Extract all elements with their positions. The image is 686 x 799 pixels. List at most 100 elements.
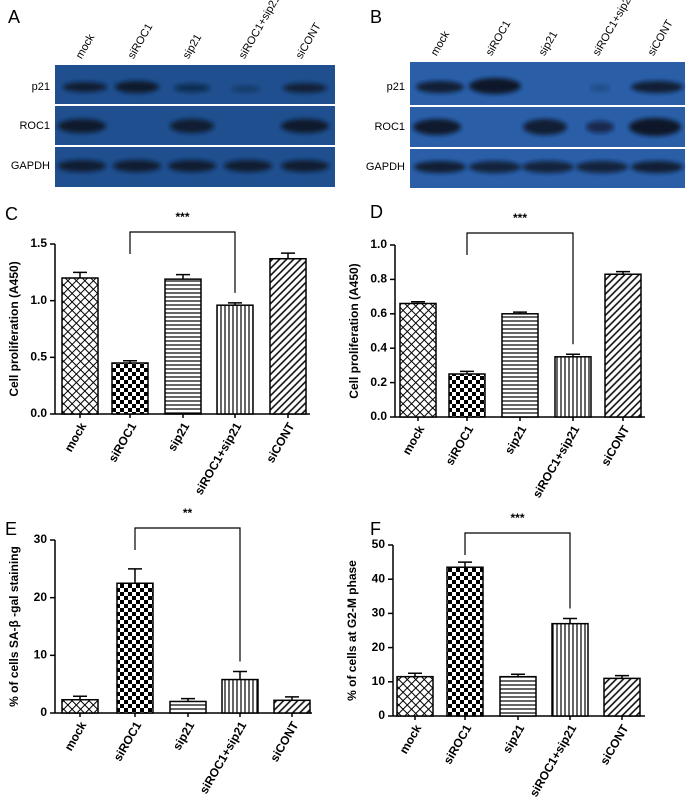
y-tick-label: 30 xyxy=(372,606,386,620)
lane-label: siROC1+sip21 xyxy=(591,0,637,58)
bar xyxy=(111,362,149,415)
significance-label: *** xyxy=(513,211,527,225)
y-tick-label: 0.5 xyxy=(30,350,47,364)
lane-label: siROC1 xyxy=(484,19,514,58)
lane-label: sip21 xyxy=(181,32,205,61)
x-tick-label: sip21 xyxy=(502,423,530,457)
error-bar xyxy=(123,359,137,363)
error-bar xyxy=(233,670,247,680)
significance-bracket xyxy=(464,532,571,609)
panel-letter: D xyxy=(370,202,383,222)
error-bar xyxy=(281,252,295,259)
row-label: GAPDH xyxy=(366,161,405,173)
y-tick-label: 0.0 xyxy=(370,409,387,423)
x-tick-label: siROC1 xyxy=(106,420,140,465)
error-bar xyxy=(460,370,474,374)
bar xyxy=(273,699,311,714)
bar xyxy=(499,675,537,717)
y-axis-label: Cell proliferation (A450) xyxy=(347,263,361,398)
bar xyxy=(501,313,539,418)
x-tick-label: siCONT xyxy=(263,420,297,466)
x-tick-label: siROC1 xyxy=(441,722,475,767)
y-tick-label: 50 xyxy=(372,537,386,551)
x-tick-label: sip21 xyxy=(170,719,198,753)
bar xyxy=(396,675,434,717)
bar xyxy=(221,678,259,714)
bar xyxy=(116,582,154,714)
significance-label: ** xyxy=(183,506,193,520)
y-tick-label: 0.4 xyxy=(370,340,387,354)
x-tick-label: sip21 xyxy=(500,722,528,756)
blot-image xyxy=(410,62,685,188)
row-label: p21 xyxy=(387,81,405,93)
error-bar xyxy=(615,674,629,679)
y-tick-label: 0 xyxy=(378,708,385,722)
error-bar xyxy=(458,561,472,568)
y-tick-label: 1.0 xyxy=(30,293,47,307)
blot-image xyxy=(55,65,335,187)
error-bar xyxy=(563,617,577,624)
y-tick-label: 0.2 xyxy=(370,375,387,389)
bar xyxy=(216,304,254,415)
y-tick-label: 0.8 xyxy=(370,272,387,286)
y-tick-label: 1.5 xyxy=(30,236,47,250)
x-tick-label: mock xyxy=(400,423,428,457)
bar xyxy=(603,677,641,717)
error-bar xyxy=(616,270,630,275)
significance-bracket xyxy=(466,232,574,345)
y-tick-label: 0.0 xyxy=(30,406,47,420)
lane-label: mock xyxy=(74,32,98,61)
y-tick-label: 1.0 xyxy=(370,237,387,251)
x-tick-label: siCONT xyxy=(597,722,631,768)
bar xyxy=(61,698,99,714)
error-bar xyxy=(176,273,190,280)
bar xyxy=(446,566,484,717)
bar xyxy=(604,273,642,418)
x-tick-label: siCONT xyxy=(598,423,632,469)
x-tick-label: siROC1+sip21 xyxy=(197,719,250,796)
y-tick-label: 40 xyxy=(372,571,386,585)
x-tick-label: mock xyxy=(62,719,90,753)
error-bar xyxy=(513,311,527,314)
bar xyxy=(448,373,486,418)
lane-label: sip21 xyxy=(537,29,561,58)
lane-label: siCONT xyxy=(646,18,676,58)
x-tick-label: siROC1+sip21 xyxy=(192,420,245,497)
x-tick-label: siCONT xyxy=(267,719,301,765)
y-tick-label: 10 xyxy=(372,674,386,688)
y-tick-label: 0.6 xyxy=(370,306,387,320)
error-bar xyxy=(566,353,580,357)
bar xyxy=(169,700,207,714)
significance-label: *** xyxy=(175,210,189,224)
panel-letter: F xyxy=(370,519,381,539)
error-bar xyxy=(73,695,87,700)
lane-label: siROC1 xyxy=(126,22,156,61)
y-tick-label: 20 xyxy=(34,590,48,604)
lane-label: mock xyxy=(429,29,453,58)
error-bar xyxy=(181,697,195,702)
y-tick-label: 0 xyxy=(40,705,47,719)
error-bar xyxy=(285,696,299,701)
error-bar xyxy=(128,568,142,584)
error-bar xyxy=(73,271,87,278)
row-label: ROC1 xyxy=(374,121,405,133)
x-tick-label: sip21 xyxy=(165,420,193,454)
significance-bracket xyxy=(129,231,236,293)
bar xyxy=(551,622,589,717)
lane-label: siROC1+sip21 xyxy=(237,0,283,61)
error-bar xyxy=(411,301,425,304)
bar xyxy=(554,356,592,418)
x-tick-label: siROC1+sip21 xyxy=(527,722,580,799)
x-tick-label: siROC1 xyxy=(111,719,145,764)
row-label: ROC1 xyxy=(19,120,50,132)
error-bar xyxy=(408,672,422,677)
x-tick-label: mock xyxy=(62,420,90,454)
y-tick-label: 10 xyxy=(34,648,48,662)
bar xyxy=(399,302,437,418)
y-axis-label: Cell proliferation (A450) xyxy=(7,261,21,396)
y-axis-label: % of cells SA-β -gal staining xyxy=(7,546,21,707)
significance-label: *** xyxy=(510,511,524,525)
error-bar xyxy=(228,302,242,306)
bar xyxy=(61,277,99,415)
